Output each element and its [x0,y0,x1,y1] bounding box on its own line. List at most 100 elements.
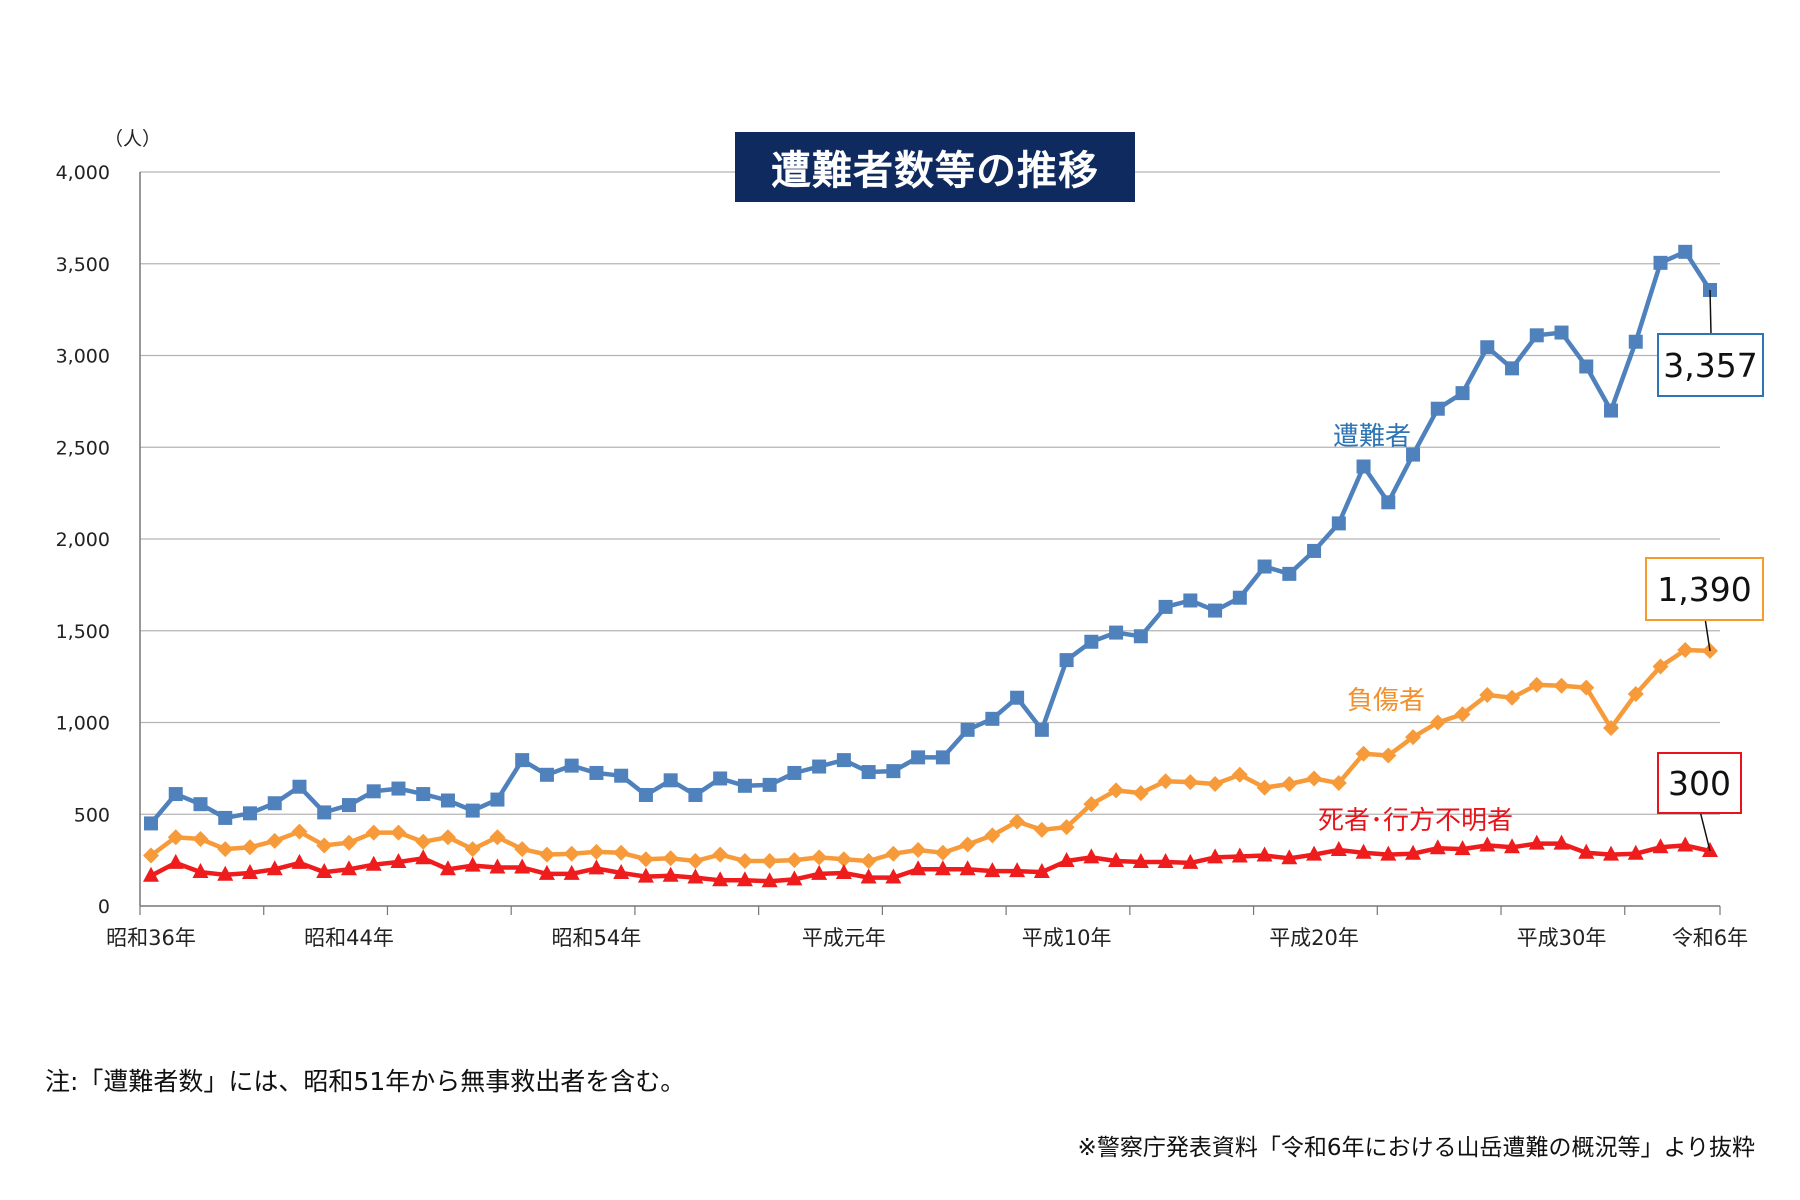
data-point [588,843,605,860]
data-point [317,805,332,820]
gridlines [140,171,1720,815]
data-point [490,792,505,807]
data-point [687,853,704,870]
data-point [340,860,357,876]
data-point [1380,747,1397,764]
data-point [266,832,283,849]
data-point [736,871,753,887]
data-point [1653,255,1668,270]
data-point [538,846,555,863]
data-point [984,862,1001,878]
data-point [1604,403,1619,418]
data-point [1157,773,1174,790]
leader-line [1704,617,1711,652]
data-point [192,863,209,879]
data-point [1109,625,1124,640]
data-point [1158,599,1173,614]
data-point [885,868,902,884]
data-point [192,831,209,848]
data-point [439,860,456,876]
data-point [1033,863,1050,879]
data-point [1307,543,1322,558]
data-point [662,866,679,882]
data-point [1009,813,1026,830]
data-point [1429,839,1446,855]
data-point [390,824,407,841]
data-point [1182,853,1199,869]
data-point [267,796,282,811]
data-point [1306,845,1323,861]
x-tick-label: 平成20年 [1269,926,1359,950]
data-point [1603,845,1620,861]
data-point [241,839,258,856]
data-point [144,816,158,831]
data-point [959,860,976,876]
data-point [688,787,703,802]
data-point [613,844,630,861]
data-point [1356,459,1371,474]
source-note: ※警察庁発表資料「令和6年における山岳遭難の概況等」より抜粋 [1077,1135,1755,1161]
data-point [365,824,382,841]
data-point [1554,325,1569,340]
data-point [489,858,506,874]
y-tick-label: 3,000 [56,346,110,368]
data-point [1505,361,1520,376]
data-point [1083,796,1100,813]
data-point [860,853,877,870]
axes: 0 500 1,000 1,500 2,000 2,500 3,000 3,500 4,000 昭… [56,162,1749,950]
data-point [1553,677,1570,694]
series-label-victims: 遭難者 [1333,422,1412,452]
data-point [1528,676,1545,693]
data-point [762,777,777,792]
data-point [1677,642,1694,659]
data-point [935,750,950,765]
data-point [391,781,406,796]
data-point [416,787,431,802]
data-point [539,767,554,782]
data-point [563,845,580,862]
data-point [1330,775,1347,792]
y-tick-label: 3,500 [56,254,110,276]
data-point [1578,843,1595,859]
data-point [787,765,802,780]
data-point [910,842,927,859]
data-point [1207,848,1224,864]
data-point [1058,819,1075,836]
data-point [1306,770,1323,787]
data-point [1256,779,1273,796]
data-point [218,810,233,825]
data-point [291,823,308,840]
data-point [663,773,678,788]
y-tick-label: 4,000 [56,162,110,184]
leader-line [1709,289,1712,335]
data-point [1529,328,1544,343]
data-point [1132,785,1149,802]
data-point [1504,838,1521,854]
data-point [984,827,1001,844]
data-point [1058,852,1075,868]
data-point [1183,593,1198,608]
data-point [1553,834,1570,850]
data-point [811,849,828,866]
series-label-injured: 負傷者 [1347,686,1426,716]
data-point [292,779,307,794]
data-point [1083,848,1100,864]
data-point [1455,386,1470,401]
data-point [910,860,927,876]
data-point [1207,775,1224,792]
data-point [712,871,729,887]
data-point [1108,782,1125,799]
data-point [217,865,234,881]
data-point [761,853,778,870]
data-point [1256,846,1273,862]
data-point [291,853,308,869]
data-point [464,856,481,872]
series-label-deaths: 死者･行方不明者 [1318,806,1514,836]
data-point [637,867,654,883]
data-point [836,753,851,768]
data-point [1231,847,1248,863]
data-point [638,787,653,802]
data-point [217,841,234,858]
data-point [1108,852,1125,868]
data-point [1084,634,1099,649]
